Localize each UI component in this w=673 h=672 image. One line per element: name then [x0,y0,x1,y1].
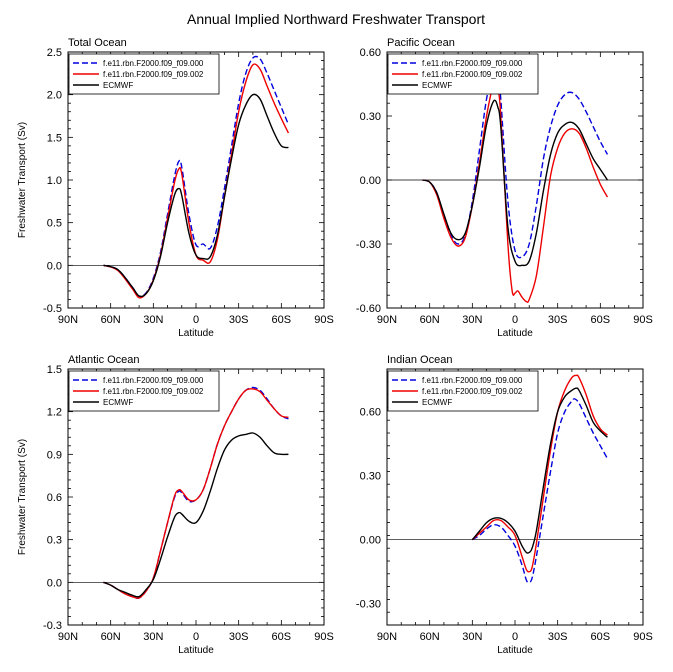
y-tick-label: 1.2 [47,407,62,419]
series-line-f09_000 [471,398,609,584]
series-line-ecmwf [471,387,608,554]
legend-label: ECMWF [103,398,133,407]
x-tick-label: 60S [272,314,292,326]
x-tick-label: 30N [143,314,163,326]
x-tick-label: 60N [420,631,440,643]
y-tick-label: 1.5 [47,364,62,376]
panel-title: Total Ocean [68,37,127,49]
legend-label: f.e11.rbn.F2000.f09_f09.000 [103,59,204,68]
y-tick-label: -0.3 [43,620,62,632]
x-tick-label: 0 [512,314,518,326]
y-tick-label: -0.5 [43,303,62,315]
x-tick-label: 90N [58,631,78,643]
x-tick-label: 30N [462,314,482,326]
series-group [471,374,609,584]
x-axis-label: Latitude [178,645,214,656]
legend-label: ECMWF [422,81,452,90]
panel-pacific-ocean: Pacific Ocean 90N 60N 30N 0 30S 60S 90S -0.60 -0.… [356,37,653,339]
y-tick-label: 2.0 [47,90,62,102]
legend-label: f.e11.rbn.F2000.f09_f09.002 [103,387,204,396]
legend-label: f.e11.rbn.F2000.f09_f09.002 [422,387,523,396]
legend: f.e11.rbn.F2000.f09_f09.000 f.e11.rbn.F20… [68,53,220,95]
panel-total-ocean: Total Ocean 90N 60N 30N 0 30S 60S 90S -0.5 0.0 0.5… [17,37,334,339]
y-tick-label: -0.30 [356,239,381,251]
x-tick-label: 60S [591,314,611,326]
x-tick-label: 90S [633,631,653,643]
y-tick-label: 1.5 [47,132,62,144]
legend: f.e11.rbn.F2000.f09_f09.000 f.e11.rbn.F20… [68,370,220,412]
panel-title: Indian Ocean [387,354,452,366]
legend-label: ECMWF [103,81,133,90]
x-tick-label: 90S [633,314,653,326]
series-line-f09_000 [103,386,289,599]
y-tick-label: 2.5 [47,47,62,59]
x-tick-label: 60S [591,631,611,643]
panel-title: Pacific Ocean [387,37,455,49]
x-tick-label: 60S [272,631,292,643]
y-tick-label: 0.00 [360,535,381,547]
x-tick-label: 90S [314,314,334,326]
series-line-f09_002 [103,388,289,599]
panel-atlantic-ocean: Atlantic Ocean 90N 60N 30N 0 30S 60S 90S -0.3 0.0… [17,354,334,656]
y-tick-label: 0.0 [47,577,62,589]
series-line-ecmwf [103,432,289,598]
x-tick-label: 90N [377,631,397,643]
x-tick-label: 30S [229,314,249,326]
y-axis-label: Freshwater Transport (Sv) [17,122,28,238]
x-tick-label: 60N [420,314,440,326]
panel-indian-ocean: Indian Ocean 90N 60N 30N 0 30S 60S 90S -0.30 0.00… [356,354,653,656]
x-axis-label: Latitude [497,328,533,339]
x-tick-label: 60N [101,314,121,326]
y-tick-label: 0.0 [47,260,62,272]
series-line-ecmwf [422,99,609,267]
y-tick-label: 0.30 [360,111,381,123]
y-tick-label: 0.60 [360,47,381,59]
legend-label: f.e11.rbn.F2000.f09_f09.000 [422,59,523,68]
x-tick-label: 0 [512,631,518,643]
x-tick-label: 30S [548,314,568,326]
y-tick-label: 0.60 [360,407,381,419]
y-tick-label: -0.60 [356,303,381,315]
x-axis-label: Latitude [178,328,214,339]
series-group [103,386,289,599]
x-tick-label: 30S [548,631,568,643]
legend-label: f.e11.rbn.F2000.f09_f09.002 [422,70,523,79]
y-tick-label: 0.00 [360,175,381,187]
figure-title: Annual Implied Northward Freshwater Tran… [187,11,485,27]
legend: f.e11.rbn.F2000.f09_f09.000 f.e11.rbn.F20… [387,53,539,95]
legend-label: f.e11.rbn.F2000.f09_f09.002 [103,70,204,79]
y-tick-label: 1.0 [47,175,62,187]
series-line-f09_000 [422,66,609,259]
y-tick-label: 0.6 [47,492,62,504]
x-tick-label: 0 [193,314,199,326]
x-tick-label: 60N [101,631,121,643]
series-line-ecmwf [103,93,289,298]
y-tick-label: 0.9 [47,449,62,461]
y-tick-label: 0.30 [360,471,381,483]
legend: f.e11.rbn.F2000.f09_f09.000 f.e11.rbn.F20… [387,370,539,412]
y-axis-label: Freshwater Transport (Sv) [17,439,28,555]
x-axis-label: Latitude [497,645,533,656]
series-line-f09_002 [422,81,609,303]
legend-label: f.e11.rbn.F2000.f09_f09.000 [103,376,204,385]
x-tick-label: 90N [377,314,397,326]
series-group [103,55,290,299]
x-tick-label: 30N [143,631,163,643]
x-tick-label: 30N [462,631,482,643]
y-tick-label: -0.30 [356,599,381,611]
y-tick-label: 0.3 [47,535,62,547]
x-tick-label: 90N [58,314,78,326]
panel-title: Atlantic Ocean [68,354,140,366]
series-line-f09_002 [471,374,608,573]
x-tick-label: 90S [314,631,334,643]
x-tick-label: 0 [193,631,199,643]
x-tick-label: 30S [229,631,249,643]
legend-label: f.e11.rbn.F2000.f09_f09.000 [422,376,523,385]
series-group [422,66,609,303]
y-tick-label: 0.5 [47,218,62,230]
legend-label: ECMWF [422,398,452,407]
